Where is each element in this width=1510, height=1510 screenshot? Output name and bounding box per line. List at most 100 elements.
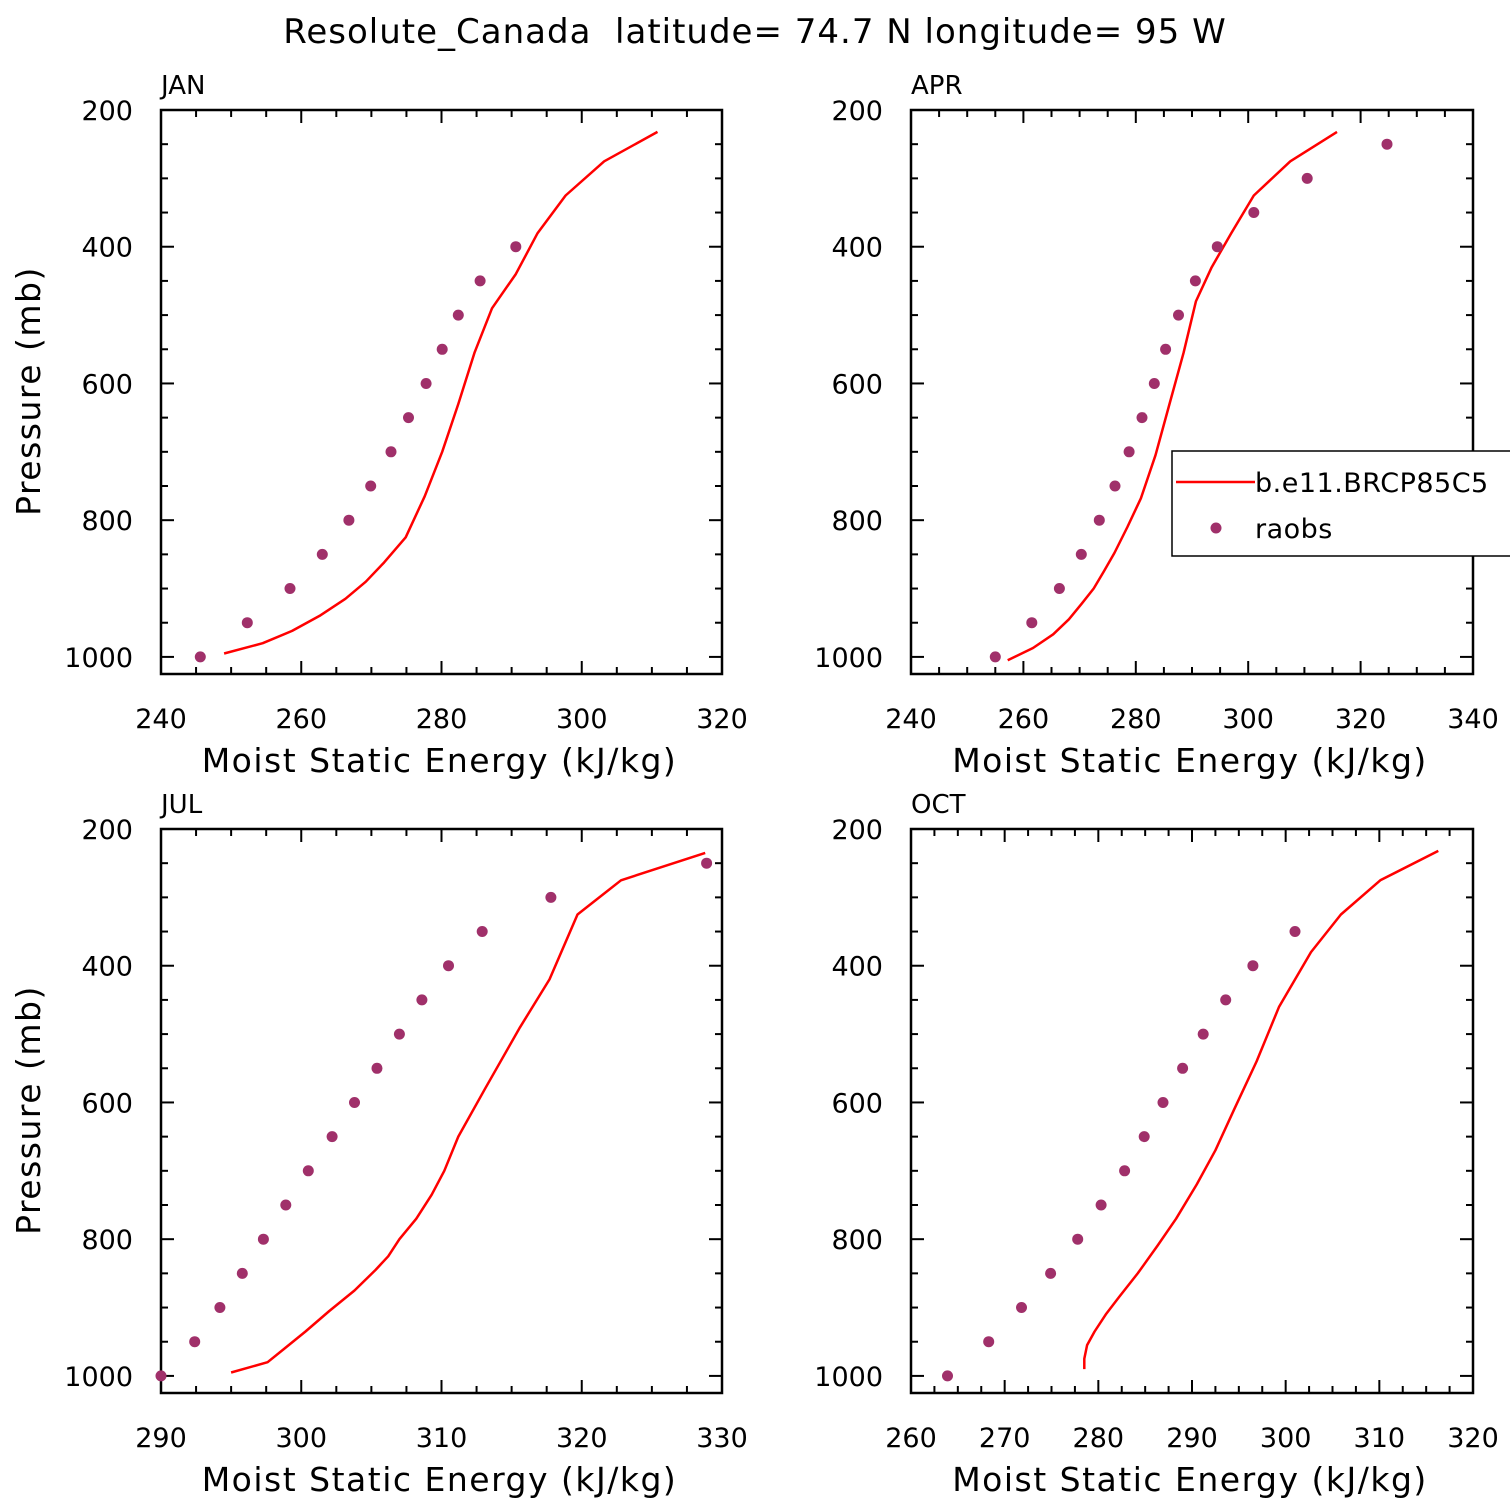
raobs-point bbox=[365, 480, 377, 492]
raobs-point bbox=[1045, 1267, 1057, 1279]
panel-oct: OCT 260 270 280 290 300 310 320 200 400 600 800 1000… bbox=[814, 790, 1498, 1499]
y-tick-label: 400 bbox=[831, 233, 883, 264]
x-tick-label: 320 bbox=[556, 1423, 608, 1454]
raobs-point bbox=[476, 926, 488, 937]
raobs-point bbox=[452, 309, 464, 321]
raobs-point bbox=[284, 583, 296, 594]
raobs-point bbox=[1095, 1199, 1107, 1211]
raobs-point bbox=[1173, 309, 1184, 321]
raobs-point bbox=[371, 1062, 383, 1074]
raobs-point bbox=[942, 1370, 953, 1382]
x-tick-label: 240 bbox=[135, 704, 187, 735]
y-tick-label: 600 bbox=[81, 369, 133, 400]
raobs-point bbox=[1381, 138, 1393, 150]
raobs-point bbox=[1189, 275, 1201, 287]
raobs-point bbox=[280, 1199, 292, 1211]
raobs-point bbox=[1026, 617, 1038, 629]
y-tick-label: 400 bbox=[831, 952, 883, 983]
raobs-point bbox=[1211, 241, 1223, 253]
x-tick-label: 240 bbox=[885, 704, 937, 735]
panel-title: JAN bbox=[159, 71, 205, 101]
x-tick-label: 340 bbox=[1447, 704, 1499, 735]
raobs-point bbox=[436, 343, 448, 355]
x-axis-label: Moist Static Energy (kJ/kg) bbox=[202, 741, 678, 780]
raobs-point bbox=[1053, 583, 1065, 594]
raobs-point bbox=[1016, 1302, 1027, 1313]
x-tick-label: 310 bbox=[1354, 1423, 1406, 1454]
raobs-point bbox=[1157, 1097, 1169, 1108]
raobs-point bbox=[1160, 343, 1172, 355]
raobs-point bbox=[545, 891, 557, 903]
panel-title: OCT bbox=[911, 790, 966, 820]
raobs-point bbox=[1123, 446, 1135, 458]
x-tick-label: 320 bbox=[1335, 704, 1387, 735]
x-tick-label: 310 bbox=[416, 1423, 468, 1454]
y-tick-label: 200 bbox=[81, 815, 133, 846]
y-tick-label: 200 bbox=[81, 96, 133, 127]
raobs-point bbox=[403, 412, 414, 424]
x-tick-label: 320 bbox=[1447, 1423, 1499, 1454]
plot-frame bbox=[909, 108, 1475, 676]
figure-title: Resolute_Canada latitude= 74.7 N longitu… bbox=[283, 12, 1227, 52]
x-tick-label: 330 bbox=[696, 1423, 748, 1454]
raobs-point bbox=[326, 1131, 338, 1143]
raobs-point bbox=[1301, 172, 1313, 184]
legend-dot-swatch bbox=[1210, 522, 1222, 534]
y-tick-label: 600 bbox=[831, 369, 883, 400]
raobs-point bbox=[1197, 1028, 1209, 1040]
panel-apr: APR 240 260 280 300 320 340 200 400 600 800 1000 Moi… bbox=[814, 71, 1498, 780]
x-tick-label: 290 bbox=[1166, 1423, 1218, 1454]
raobs-point bbox=[214, 1302, 226, 1313]
plot-frame bbox=[159, 108, 724, 676]
model-profile-line bbox=[230, 851, 706, 1374]
y-tick-label: 600 bbox=[81, 1088, 133, 1119]
y-tick-label: 1000 bbox=[64, 1362, 133, 1393]
y-axis-label: Pressure (mb) bbox=[9, 266, 48, 516]
raobs-point bbox=[316, 548, 328, 560]
x-tick-label: 300 bbox=[556, 704, 608, 735]
legend-obs-label: raobs bbox=[1255, 514, 1333, 545]
panel-jan: JAN 240 260 280 300 320 200 400 600 800 1000 Moist … bbox=[9, 71, 748, 780]
panel-title: JUL bbox=[159, 790, 203, 820]
raobs-point bbox=[510, 241, 522, 253]
y-tick-label: 1000 bbox=[64, 643, 133, 674]
plot-frame bbox=[159, 827, 724, 1395]
x-tick-label: 300 bbox=[1260, 1423, 1312, 1454]
raobs-point bbox=[257, 1233, 269, 1245]
raobs-point bbox=[1119, 1165, 1131, 1177]
plot-frame bbox=[909, 827, 1475, 1395]
x-tick-label: 300 bbox=[1222, 704, 1274, 735]
raobs-point bbox=[420, 378, 432, 389]
raobs-point bbox=[989, 651, 1001, 663]
raobs-point bbox=[1136, 412, 1148, 424]
y-tick-label: 1000 bbox=[814, 643, 883, 674]
y-tick-label: 800 bbox=[81, 1225, 133, 1256]
raobs-point bbox=[983, 1336, 995, 1348]
raobs-point bbox=[1109, 480, 1121, 492]
raobs-point bbox=[1093, 514, 1105, 526]
raobs-point bbox=[443, 960, 454, 972]
raobs-point bbox=[701, 857, 713, 869]
raobs-point bbox=[1138, 1131, 1150, 1143]
y-tick-label: 200 bbox=[831, 815, 883, 846]
y-tick-label: 200 bbox=[831, 96, 883, 127]
x-axis-label: Moist Static Energy (kJ/kg) bbox=[952, 1460, 1428, 1499]
x-tick-label: 300 bbox=[275, 1423, 327, 1454]
x-tick-label: 260 bbox=[885, 1423, 937, 1454]
model-profile-line bbox=[1007, 130, 1338, 662]
x-axis-label: Moist Static Energy (kJ/kg) bbox=[952, 741, 1428, 780]
raobs-point bbox=[393, 1028, 405, 1040]
raobs-point bbox=[155, 1370, 167, 1382]
raobs-point bbox=[1248, 207, 1260, 218]
x-tick-label: 270 bbox=[979, 1423, 1031, 1454]
legend: b.e11.BRCP85C5 raobs bbox=[1171, 450, 1510, 557]
x-tick-label: 280 bbox=[1073, 1423, 1125, 1454]
panel-title: APR bbox=[911, 71, 963, 101]
raobs-point bbox=[343, 514, 355, 526]
x-tick-label: 260 bbox=[998, 704, 1050, 735]
x-axis-label: Moist Static Energy (kJ/kg) bbox=[202, 1460, 678, 1499]
y-tick-label: 800 bbox=[81, 506, 133, 537]
raobs-point bbox=[302, 1165, 314, 1177]
raobs-point bbox=[1148, 378, 1160, 389]
